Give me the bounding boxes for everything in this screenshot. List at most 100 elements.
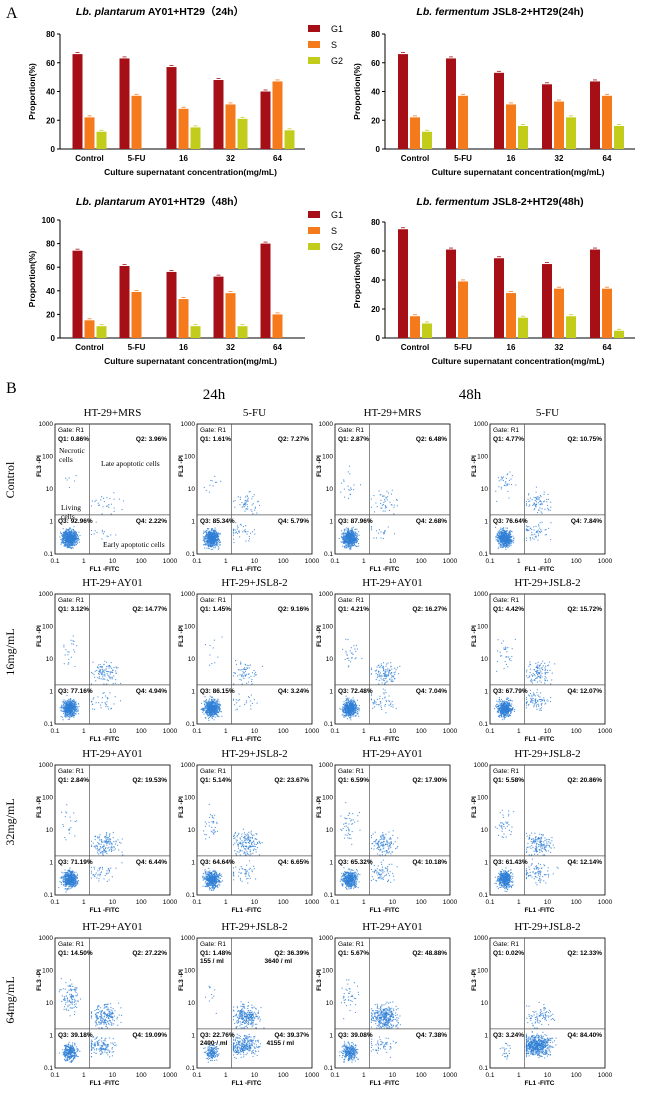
event-dot [204, 712, 207, 714]
event-dot [70, 543, 72, 545]
event-dot [379, 672, 381, 674]
event-dot [345, 652, 347, 654]
event-dot [208, 712, 210, 714]
y-tick-label: 100 [184, 454, 195, 461]
event-dot [508, 535, 510, 537]
event-dot [74, 533, 76, 535]
event-dot [208, 698, 211, 700]
event-dot [503, 541, 505, 543]
event-dot [74, 665, 76, 667]
event-dot [392, 680, 394, 682]
event-dot [213, 707, 215, 709]
event-dot [214, 712, 217, 714]
event-dot [99, 663, 101, 666]
event-dot [508, 533, 510, 535]
event-dot [500, 479, 502, 481]
event-dot [353, 484, 355, 486]
event-dot [204, 540, 206, 542]
bar-G2-16 [518, 317, 528, 338]
event-dot [254, 507, 256, 509]
event-dot [506, 527, 509, 529]
event-dot [508, 545, 510, 547]
event-dot [505, 534, 507, 537]
event-dot [103, 669, 105, 671]
event-dot [104, 675, 106, 677]
event-dot [208, 545, 210, 547]
event-dot [208, 714, 211, 716]
event-dot [210, 532, 212, 534]
event-dot [212, 536, 214, 538]
event-dot [495, 536, 497, 538]
y-tick-label: 10 [481, 486, 489, 493]
event-dot [92, 708, 94, 710]
event-dot [386, 680, 388, 682]
event-dot [68, 706, 71, 708]
event-dot [496, 539, 498, 541]
event-dot [347, 532, 349, 534]
event-dot [67, 538, 69, 540]
event-dot [72, 537, 74, 539]
event-dot [242, 671, 244, 673]
event-dot [215, 704, 217, 706]
event-dot [504, 535, 506, 537]
event-dot [239, 661, 242, 663]
event-dot [71, 704, 73, 706]
event-dot [72, 547, 74, 549]
event-dot [350, 488, 352, 490]
event-dot [214, 537, 216, 539]
event-dot [213, 530, 215, 532]
y-tick-label: 1000 [181, 421, 196, 428]
event-dot [90, 505, 93, 507]
event-dot [73, 541, 75, 543]
event-dot [210, 537, 212, 539]
event-dot [204, 531, 206, 533]
event-dot [74, 534, 76, 536]
event-dot [209, 705, 211, 707]
event-dot [251, 680, 253, 683]
event-dot [346, 654, 348, 656]
event-dot [504, 530, 506, 532]
event-dot [212, 706, 214, 708]
event-dot [345, 533, 347, 535]
event-dot [385, 497, 387, 499]
event-dot [203, 486, 205, 488]
event-dot [240, 679, 242, 681]
event-dot [111, 671, 113, 673]
event-dot [350, 544, 353, 546]
event-dot [343, 532, 345, 534]
event-dot [71, 711, 73, 713]
event-dot [212, 537, 214, 539]
event-dot [244, 496, 247, 498]
event-dot [503, 536, 505, 538]
event-dot [110, 503, 112, 505]
event-dot [497, 477, 499, 479]
event-dot [347, 531, 349, 533]
event-dot [207, 715, 209, 717]
event-dot [355, 533, 357, 535]
event-dot [68, 718, 70, 720]
event-dot [507, 490, 509, 493]
event-dot [67, 533, 69, 535]
event-dot [62, 719, 64, 721]
event-dot [63, 533, 65, 535]
event-dot [246, 495, 248, 497]
event-dot [100, 666, 103, 668]
event-dot [71, 532, 73, 534]
event-dot [387, 492, 389, 494]
event-dot [339, 707, 341, 709]
event-dot [239, 678, 241, 681]
event-dot [214, 713, 216, 715]
event-dot [64, 544, 66, 546]
event-dot [501, 537, 503, 539]
event-dot [509, 538, 511, 541]
event-dot [217, 543, 219, 545]
event-dot [499, 529, 501, 531]
event-dot [342, 648, 344, 650]
event-dot [92, 703, 94, 705]
event-dot [213, 709, 215, 711]
chart-title-rest: JSL8-2+HT29(48h) [489, 196, 583, 208]
event-dot [344, 529, 346, 531]
event-dot [375, 670, 377, 672]
event-dot [206, 702, 208, 704]
event-dot [65, 539, 67, 541]
